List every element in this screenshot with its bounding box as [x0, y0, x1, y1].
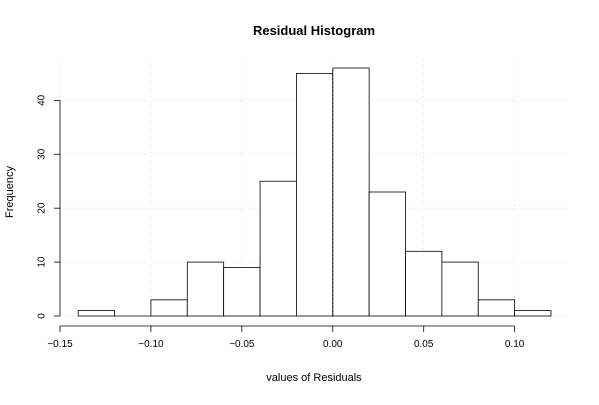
- histogram-bar-11: [477, 299, 516, 317]
- x-tick-label: −0.10: [138, 339, 164, 350]
- histogram-bar-8: [368, 191, 406, 317]
- histogram-bar-9: [405, 250, 443, 317]
- histogram-bar-4: [223, 267, 261, 317]
- y-tick-label: 0: [37, 313, 48, 319]
- x-tick-label: 0.05: [414, 339, 434, 350]
- chart-title: Residual Histogram: [253, 23, 375, 38]
- histogram-bar-5: [259, 180, 297, 317]
- x-tick-label: −0.05: [229, 339, 255, 350]
- y-axis-label: Frequency: [4, 166, 16, 218]
- x-tick-label: 0.00: [323, 339, 343, 350]
- y-tick-label: 40: [37, 94, 48, 106]
- histogram-bar-7: [332, 67, 370, 317]
- histogram-bar-0: [77, 310, 115, 317]
- histogram-bars: [77, 67, 552, 317]
- x-axis: −0.15 −0.10 −0.05 0.00 0.05 0.10: [47, 325, 525, 350]
- y-axis: 0 10 20 30 40: [37, 94, 61, 319]
- y-tick-label: 20: [37, 202, 48, 214]
- x-tick-label: 0.10: [505, 339, 525, 350]
- histogram-bar-2: [150, 299, 188, 317]
- histogram-bar-3: [186, 261, 225, 317]
- x-axis-label: values of Residuals: [266, 372, 362, 384]
- histogram-bar-12: [514, 310, 552, 317]
- histogram-bar-10: [441, 261, 479, 317]
- y-tick-label: 30: [37, 148, 48, 160]
- histogram-bar-6: [296, 72, 334, 317]
- y-tick-label: 10: [37, 256, 48, 268]
- x-tick-label: −0.15: [47, 339, 73, 350]
